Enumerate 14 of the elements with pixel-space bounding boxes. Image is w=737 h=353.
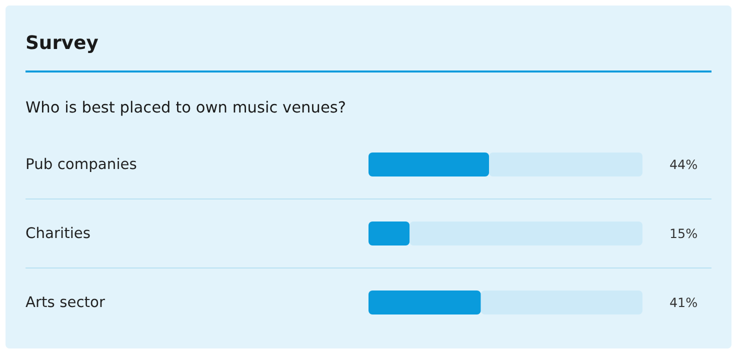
bar xyxy=(368,222,410,246)
text: Who is best placed to own music venues? xyxy=(26,98,346,116)
y-tick-label: Arts sector xyxy=(26,294,106,311)
bar xyxy=(368,290,481,314)
data-label: 15% xyxy=(670,226,698,241)
text: Survey xyxy=(26,33,98,54)
bar xyxy=(368,152,490,176)
data-label: 44% xyxy=(670,157,698,172)
bar xyxy=(410,222,642,246)
data-label: 41% xyxy=(670,295,698,310)
bar xyxy=(489,152,642,176)
y-tick-label: Charities xyxy=(26,225,91,242)
bar xyxy=(480,290,642,314)
y-tick-label: Pub companies xyxy=(26,156,137,173)
